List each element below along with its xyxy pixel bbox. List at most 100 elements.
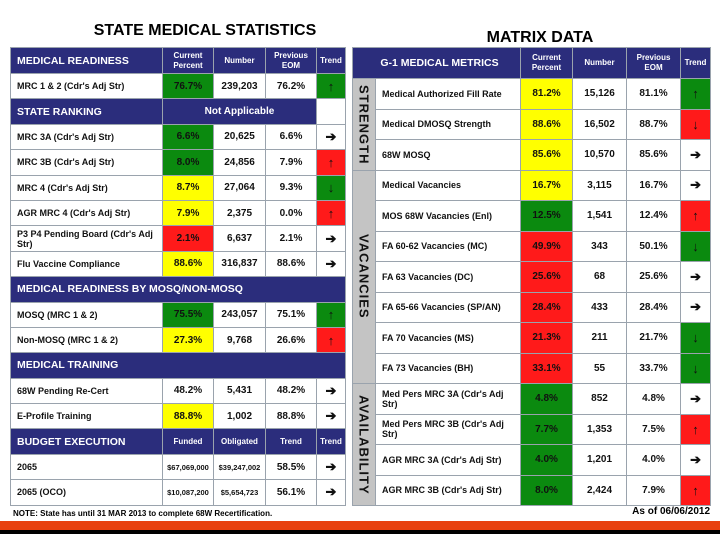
number: 243,057 <box>213 301 266 328</box>
trend-down-arrow-icon: ↓ <box>692 238 699 254</box>
current-percent: 81.2% <box>520 78 574 110</box>
trend-cell: ↑ <box>316 149 346 176</box>
trend-cell: ↑ <box>316 326 346 354</box>
table-row: 2065 (OCO) $10,087,200 $5,654,723 56.1% ➔ <box>10 479 346 506</box>
table-row: AGR MRC 3A (Cdr's Adj Str) 4.0% 1,201 4.0% ➔ <box>353 444 712 476</box>
current-percent: 49.9% <box>520 230 574 262</box>
column-header: Previous EOM <box>626 47 682 79</box>
table-row: 68W Pending Re-Cert 48.2% 5,431 48.2% ➔ <box>10 377 346 405</box>
row-label: Medical Vacancies <box>374 169 522 201</box>
number: 1,353 <box>572 413 628 445</box>
group-label-availability: AVAILABILITY <box>352 383 376 506</box>
row-label: MRC 3B (Cdr's Adj Str) <box>10 149 163 176</box>
previous-eom: 33.7% <box>626 352 682 384</box>
number: 27,064 <box>213 174 266 201</box>
previous-eom: 85.6% <box>626 139 682 171</box>
trend-right-arrow-icon: ➔ <box>325 484 337 500</box>
row-label: P3 P4 Pending Board (Cdr's Adj Str) <box>10 225 163 252</box>
table-row: MRC 3A (Cdr's Adj Str) 6.6% 20,625 6.6% ➔ <box>10 123 346 151</box>
number: 16,502 <box>572 108 628 140</box>
table-row: 2065 $67,069,000 $39,247,002 58.5% ➔ <box>10 453 346 481</box>
table-row: FA 65-66 Vacancies (SP/AN) 28.4% 433 28.4% ➔ <box>353 291 712 323</box>
number: 239,203 <box>213 72 266 100</box>
trend-cell: ➔ <box>316 250 346 278</box>
column-header: Trend <box>265 428 317 455</box>
trend-cell: ➔ <box>316 453 346 481</box>
row-label: Non-MOSQ (MRC 1 & 2) <box>10 326 163 354</box>
row-label: 68W Pending Re-Cert <box>10 377 163 405</box>
section-header: BUDGET EXECUTION Funded Obligated Trend Tren… <box>10 428 346 455</box>
number: 6,637 <box>213 225 266 252</box>
trend-right-arrow-icon: ➔ <box>325 382 337 398</box>
current-percent: 8.0% <box>520 474 574 506</box>
row-label: AGR MRC 4 (Cdr's Adj Str) <box>10 199 163 227</box>
row-label: FA 73 Vacancies (BH) <box>374 352 522 384</box>
section-title: MEDICAL READINESS <box>10 47 163 74</box>
row-label: MOS 68W Vacancies (Enl) <box>374 200 522 232</box>
trend-right-arrow-icon: ➔ <box>690 268 701 284</box>
trend-right-arrow-icon: ➔ <box>325 230 337 246</box>
row-label: FA 65-66 Vacancies (SP/AN) <box>374 291 522 323</box>
table-row: E-Profile Training 88.8% 1,002 88.8% ➔ <box>10 403 346 430</box>
trend-cell: ➔ <box>680 139 712 171</box>
table-row: Flu Vaccine Compliance 88.6% 316,837 88.6% ➔ <box>10 250 346 278</box>
trend-right-arrow-icon: ➔ <box>690 146 701 162</box>
current-percent: 88.6% <box>520 108 574 140</box>
previous-eom: 81.1% <box>626 78 682 110</box>
row-label: MRC 1 & 2 (Cdr's Adj Str) <box>10 72 163 100</box>
trend-cell: ➔ <box>316 479 346 506</box>
section-header: MEDICAL READINESS Current Percent Number Pr… <box>10 47 346 74</box>
trend-right-arrow-icon: ➔ <box>325 128 337 144</box>
trend-cell: ➔ <box>316 123 346 151</box>
empty-cell <box>316 98 346 125</box>
previous-eom: 16.7% <box>626 169 682 201</box>
current-percent: 75.5% <box>162 301 214 328</box>
number: 9,768 <box>213 326 266 354</box>
page-title-left: STATE MEDICAL STATISTICS <box>93 22 317 39</box>
trend-cell: ➔ <box>680 169 712 201</box>
trend-up-arrow-icon: ↑ <box>327 205 335 221</box>
table-row: Medical DMOSQ Strength 88.6% 16,502 88.7% ↓ <box>353 108 712 140</box>
previous-eom: 75.1% <box>265 301 317 328</box>
trend-down-arrow-icon: ↓ <box>692 330 699 346</box>
current-percent: 27.3% <box>162 326 214 354</box>
current-percent: 8.0% <box>162 149 214 176</box>
trend-up-arrow-icon: ↑ <box>692 86 699 102</box>
footnote: NOTE: State has until 31 MAR 2013 to com… <box>13 509 273 518</box>
current-percent: $67,069,000 <box>162 453 214 481</box>
previous-eom: 88.6% <box>265 250 317 278</box>
number: 1,002 <box>213 403 266 430</box>
trend-cell: ➔ <box>316 225 346 252</box>
trend-up-arrow-icon: ↑ <box>327 78 335 94</box>
current-percent: 4.0% <box>520 444 574 476</box>
trend-right-arrow-icon: ➔ <box>325 255 337 271</box>
trend-down-arrow-icon: ↓ <box>692 116 699 132</box>
previous-eom: 26.6% <box>265 326 317 354</box>
trend-up-arrow-icon: ↑ <box>327 307 335 323</box>
group-label-vacancies: VACANCIES <box>352 169 376 384</box>
number: 3,115 <box>572 169 628 201</box>
state-medical-statistics-table: MEDICAL READINESS Current Percent Number Pr… <box>10 47 346 506</box>
trend-cell: ↓ <box>680 352 712 384</box>
table-row: AGR MRC 4 (Cdr's Adj Str) 7.9% 2,375 0.0% ↑ <box>10 199 346 227</box>
current-percent: 21.3% <box>520 322 574 354</box>
as-of-date: As of 06/06/2012 <box>632 506 710 517</box>
row-label: 68W MOSQ <box>374 139 522 171</box>
row-label: MRC 4 (Cdr's Adj Str) <box>10 174 163 201</box>
trend-cell: ↓ <box>680 108 712 140</box>
previous-eom: 7.5% <box>626 413 682 445</box>
current-percent: 6.6% <box>162 123 214 151</box>
number: 1,541 <box>572 200 628 232</box>
trend-cell: ➔ <box>680 261 712 293</box>
trend-right-arrow-icon: ➔ <box>690 451 701 467</box>
table-row: 68W MOSQ 85.6% 10,570 85.6% ➔ <box>353 139 712 171</box>
previous-eom: 88.7% <box>626 108 682 140</box>
row-label: MRC 3A (Cdr's Adj Str) <box>10 123 163 151</box>
trend-up-arrow-icon: ↑ <box>692 421 699 437</box>
trend-right-arrow-icon: ➔ <box>690 299 701 315</box>
table-header: G-1 MEDICAL METRICS Current Percent Number… <box>351 47 712 79</box>
number: 68 <box>572 261 628 293</box>
table-row: MOS 68W Vacancies (Enl) 12.5% 1,541 12.4% ↑ <box>353 200 712 232</box>
trend-right-arrow-icon: ➔ <box>325 408 337 424</box>
section-title: MEDICAL READINESS BY MOSQ/NON-MOSQ <box>10 276 346 303</box>
